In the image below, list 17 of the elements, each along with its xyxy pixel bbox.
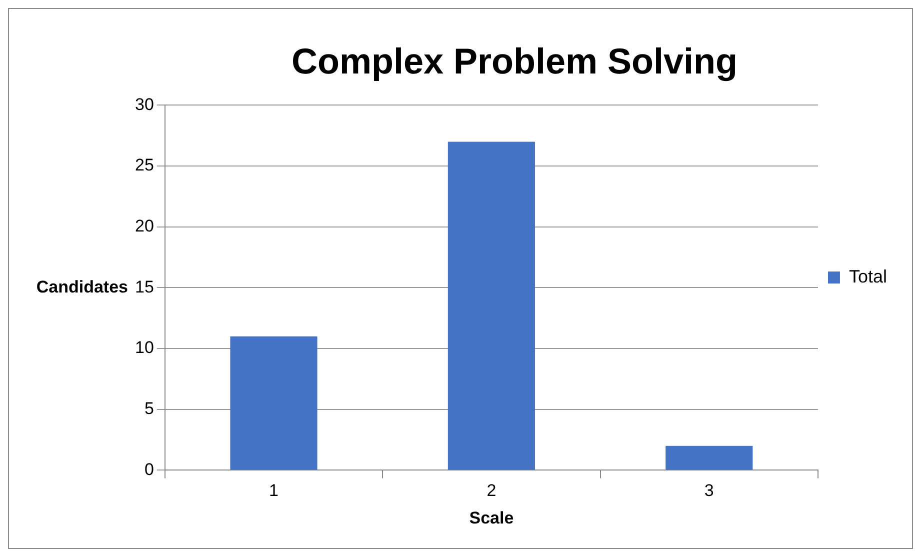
- bar: [666, 446, 753, 470]
- x-tick-label: 3: [704, 481, 714, 500]
- bar: [448, 142, 535, 470]
- y-tick-label: 0: [144, 460, 154, 479]
- y-tick-label: 15: [134, 277, 154, 296]
- x-axis-title: Scale: [469, 508, 514, 528]
- y-tick-label: 5: [144, 399, 154, 418]
- y-tick-label: 20: [134, 216, 154, 236]
- chart-title: Complex Problem Solving: [291, 40, 738, 82]
- y-tick-label: 25: [134, 156, 154, 175]
- x-tick-label: 1: [269, 481, 278, 500]
- y-tick-label: 10: [134, 338, 154, 358]
- legend-label: Total: [848, 266, 888, 286]
- x-tick-label: 2: [486, 481, 496, 500]
- bar: [230, 336, 318, 470]
- y-axis-title: Candidates: [36, 277, 128, 296]
- y-tick-label: 30: [134, 94, 154, 114]
